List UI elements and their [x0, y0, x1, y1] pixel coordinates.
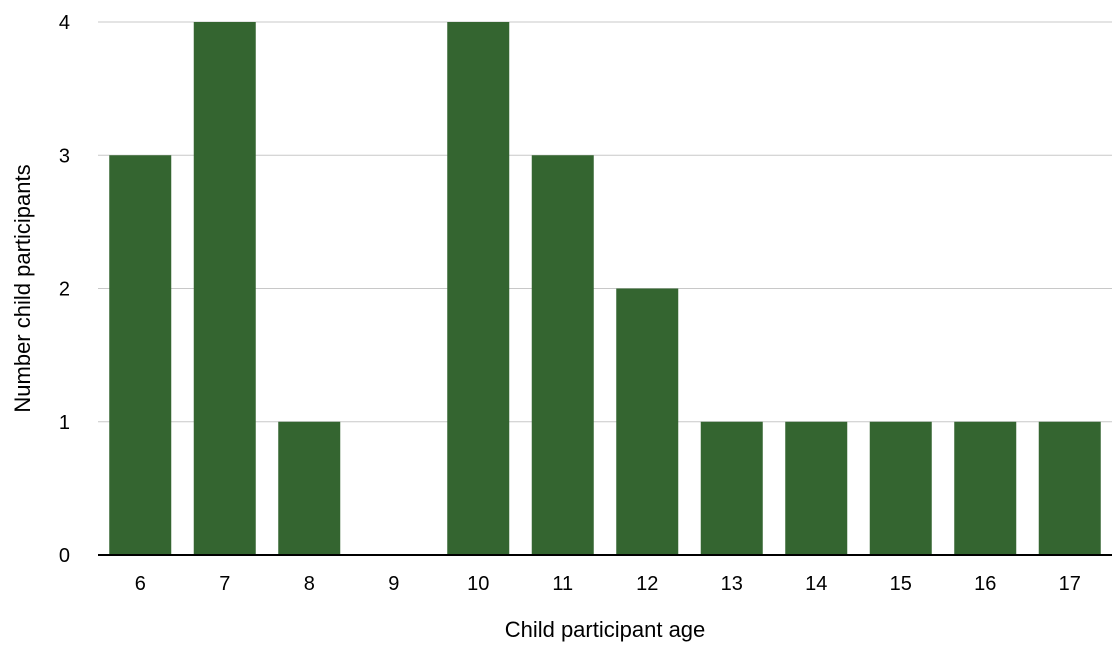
gridlines — [98, 21, 1112, 423]
x-tick-label: 15 — [890, 573, 912, 595]
x-tick-label: 8 — [304, 573, 315, 595]
x-tick-labels: 6 7 8 9 10 11 12 13 14 15 16 17 — [135, 573, 1081, 595]
x-tick-label: 10 — [467, 573, 489, 595]
x-tick-label: 7 — [219, 573, 230, 595]
y-tick-labels: 0 1 2 3 4 — [59, 12, 70, 567]
x-tick-label: 13 — [721, 573, 743, 595]
bar-age-10 — [447, 22, 510, 555]
bar-age-8 — [278, 421, 341, 555]
y-axis-title: Number child participants — [10, 164, 35, 412]
bars — [109, 22, 1101, 555]
bar-age-17 — [1038, 421, 1101, 555]
x-tick-label: 16 — [974, 573, 996, 595]
y-tick-label: 2 — [59, 279, 70, 301]
y-tick-label: 0 — [59, 545, 70, 567]
bar-age-15 — [869, 421, 932, 555]
bar-age-13 — [700, 421, 763, 555]
bar-age-16 — [954, 421, 1017, 555]
bar-age-14 — [785, 421, 848, 555]
x-tick-label: 6 — [135, 573, 146, 595]
x-tick-label: 17 — [1059, 573, 1081, 595]
y-tick-label: 3 — [59, 145, 70, 167]
bar-age-6 — [109, 155, 172, 555]
x-tick-label: 14 — [805, 573, 827, 595]
bar-age-11 — [531, 155, 594, 555]
y-tick-label: 1 — [59, 412, 70, 434]
bar-age-7 — [193, 22, 256, 555]
x-axis-title: Child participant age — [505, 617, 706, 642]
y-tick-label: 4 — [59, 12, 70, 34]
bar-age-12 — [616, 288, 679, 555]
x-tick-label: 11 — [552, 573, 573, 595]
x-tick-label: 12 — [636, 573, 658, 595]
x-tick-label: 9 — [388, 573, 399, 595]
